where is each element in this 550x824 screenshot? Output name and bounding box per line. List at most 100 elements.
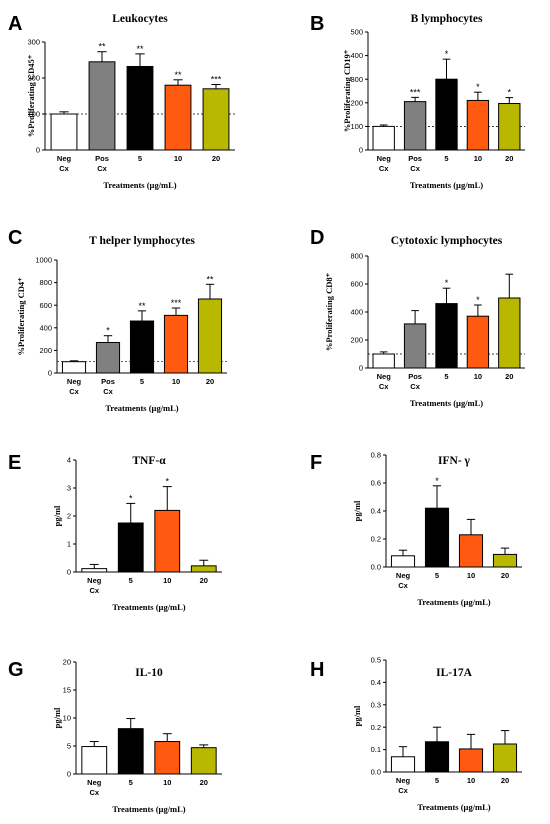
- y-tick-label: 0.4: [371, 678, 381, 687]
- x-category-label: 10: [467, 776, 475, 785]
- chart-title: Leukocytes: [112, 13, 168, 25]
- x-category-label: 5: [435, 776, 439, 785]
- significance-label: *: [445, 278, 449, 288]
- x-axis-label: Treatments (µg/mL): [105, 403, 178, 413]
- x-category-label: Neg: [396, 571, 411, 580]
- significance-label: **: [206, 274, 214, 284]
- bar: [81, 568, 108, 573]
- x-category-label: 20: [200, 778, 208, 787]
- y-tick-label: 0.2: [371, 535, 381, 544]
- y-tick-label: 0.0: [371, 768, 381, 777]
- y-tick-label: 0: [36, 146, 40, 155]
- y-tick-label: 100: [350, 122, 363, 131]
- chart-panel-b: B B lymphocytes %Proliferating CD19⁺ 0 100 20…: [310, 13, 525, 190]
- x-category-label: 5: [444, 154, 448, 163]
- bar: [390, 555, 416, 568]
- significance-label: *: [129, 493, 133, 503]
- bar: [498, 103, 521, 151]
- x-category-label: Cx: [89, 788, 99, 797]
- significance-label: *: [445, 49, 449, 59]
- y-tick-label: 20: [63, 658, 71, 667]
- significance-label: **: [98, 42, 106, 52]
- chart-title: T helper lymphocytes: [89, 235, 195, 247]
- y-tick-label: 600: [39, 301, 52, 310]
- y-tick-label: 800: [350, 252, 363, 261]
- x-category-label: Cx: [89, 586, 99, 595]
- x-axis-label: Treatments (µg/mL): [112, 804, 185, 814]
- bar: [403, 323, 427, 369]
- x-category-label: Cx: [410, 382, 420, 391]
- x-category-label: Pos: [95, 154, 109, 163]
- y-tick-label: 0.4: [371, 507, 381, 516]
- chart-panel-c: C T helper lymphocytes %Proliferating CD4⁺…: [8, 227, 227, 413]
- bar: [117, 522, 144, 573]
- y-tick-label: 1: [67, 540, 71, 549]
- y-tick-label: 400: [350, 51, 363, 60]
- y-tick-label: 0: [67, 770, 71, 779]
- y-axis-label: pg/ml: [352, 705, 362, 726]
- x-category-label: Neg: [67, 377, 82, 386]
- y-axis-label: %Proliferating CD4⁺: [16, 277, 26, 356]
- bar: [390, 756, 416, 773]
- x-category-label: Cx: [59, 164, 69, 173]
- panel-letter: E: [8, 452, 21, 474]
- y-tick-label: 2: [67, 512, 71, 521]
- x-category-label: 5: [140, 377, 144, 386]
- y-tick-label: 0.0: [371, 563, 381, 572]
- significance-label: *: [435, 476, 439, 486]
- x-axis-label: Treatments (µg/mL): [417, 802, 490, 812]
- y-tick-label: 0: [67, 568, 71, 577]
- x-axis-label: Treatments (µg/mL): [103, 180, 176, 190]
- y-tick-label: 200: [350, 98, 363, 107]
- x-category-label: Pos: [101, 377, 115, 386]
- panel-letter: C: [8, 227, 22, 249]
- x-category-label: Cx: [103, 387, 113, 396]
- x-category-label: 10: [474, 372, 482, 381]
- y-tick-label: 0: [359, 364, 363, 373]
- bar: [492, 553, 518, 568]
- y-tick-label: 0: [48, 369, 52, 378]
- bar: [126, 65, 154, 151]
- x-category-label: Pos: [408, 372, 422, 381]
- bar: [81, 746, 108, 775]
- chart-panel-d: D Cytotoxic lymphocytes %Proliferating CD8…: [310, 227, 525, 408]
- chart-title: IFN- γ: [438, 455, 471, 467]
- bar: [190, 747, 217, 775]
- y-tick-label: 400: [39, 323, 52, 332]
- bar: [372, 125, 395, 151]
- bar: [197, 298, 223, 374]
- significance-label: ***: [410, 87, 421, 97]
- x-category-label: 10: [467, 571, 475, 580]
- y-tick-label: 200: [39, 346, 52, 355]
- y-axis-label: pg/ml: [52, 707, 62, 728]
- x-category-label: 5: [444, 372, 448, 381]
- x-category-label: Cx: [69, 387, 79, 396]
- y-tick-label: 200: [27, 74, 40, 83]
- bar: [424, 741, 450, 773]
- x-category-label: 20: [200, 576, 208, 585]
- x-category-label: 10: [174, 154, 182, 163]
- x-axis-label: Treatments (µg/mL): [410, 398, 483, 408]
- bar: [458, 748, 484, 773]
- x-category-label: 20: [206, 377, 214, 386]
- y-tick-label: 0: [359, 146, 363, 155]
- x-category-label: 5: [138, 154, 142, 163]
- y-tick-label: 3: [67, 484, 71, 493]
- x-category-label: Cx: [379, 382, 389, 391]
- y-axis-label: %Proliferating CD8⁺: [324, 272, 334, 351]
- y-tick-label: 15: [63, 686, 71, 695]
- panel-letter: A: [8, 13, 22, 35]
- x-category-label: Cx: [379, 164, 389, 173]
- bar: [154, 509, 181, 573]
- x-category-label: Neg: [396, 776, 411, 785]
- x-category-label: Neg: [87, 576, 102, 585]
- bar: [424, 507, 450, 568]
- x-category-label: Neg: [377, 372, 392, 381]
- y-tick-label: 100: [27, 110, 40, 119]
- significance-label: *: [476, 82, 480, 92]
- y-tick-label: 300: [350, 75, 363, 84]
- x-category-label: Pos: [408, 154, 422, 163]
